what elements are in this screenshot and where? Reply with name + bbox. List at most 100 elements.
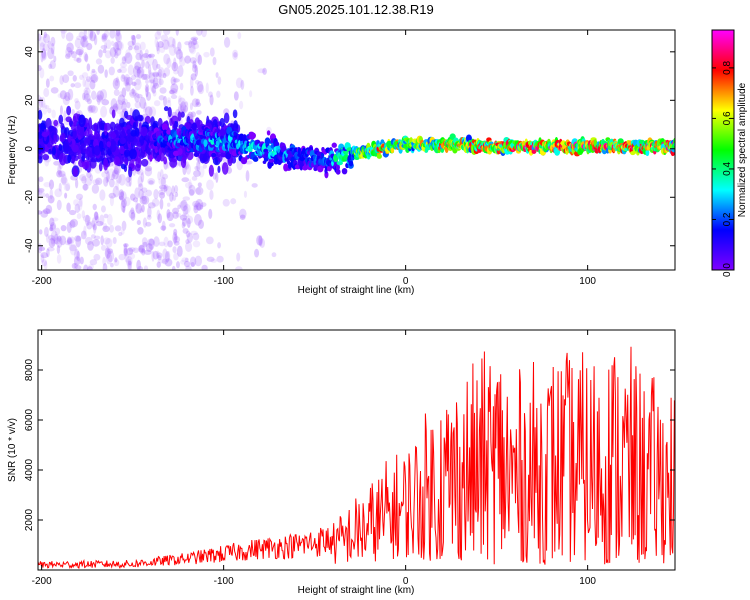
spectrogram-noise-blob (38, 246, 46, 252)
spectrogram-noise-blob (74, 235, 82, 242)
spectrogram-ridge-blob (177, 148, 183, 156)
spectrogram-noise-blob (56, 170, 63, 178)
spectrogram-noise-blob (162, 248, 168, 260)
colorbar-label: Normalized spectral amplitude (737, 82, 748, 217)
spectrogram-noise-blob (50, 239, 55, 245)
snr-frame (37, 329, 676, 571)
spectrogram-noise-blob (159, 45, 166, 54)
spectrogram-noise-blob (131, 88, 135, 95)
spectrogram-noise-blob (123, 196, 131, 207)
spectrogram-noise-blob (126, 247, 134, 256)
spectrogram-noise-blob (140, 172, 145, 183)
spectrogram-noise-blob (74, 82, 82, 89)
spectrogram-noise-blob (146, 53, 155, 66)
spectrogram-noise-blob (41, 259, 48, 267)
spectrogram-noise-blob (152, 58, 158, 71)
spectrogram-band-blob (128, 166, 133, 178)
spectrogram-noise-blob (145, 54, 153, 59)
spectrogram-ridge-blob (250, 132, 256, 139)
spectrogram-noise-blob (51, 109, 56, 119)
spectrogram-noise-blob (163, 53, 171, 65)
spectrogram-noise-blob (83, 225, 87, 236)
spectrogram-noise-blob (178, 51, 183, 63)
spectrogram-noise-blob (102, 256, 107, 266)
spectrogram-noise-blob (141, 204, 145, 213)
spectrogram-noise-blob (123, 243, 128, 256)
spectrogram-band-blob (58, 144, 63, 151)
spectrogram-noise-blob (108, 192, 116, 199)
spectrogram-noise-blob (196, 110, 202, 115)
spectrogram-band-blob (60, 132, 66, 142)
spectrogram-noise-blob (230, 198, 237, 205)
spectrogram-ytick-label: 20 (24, 94, 35, 106)
spectrogram-noise-blob (74, 98, 79, 104)
spectrogram-band-blob (77, 149, 82, 160)
spectrogram-noise-blob (156, 209, 161, 221)
spectrogram-band-blob (53, 119, 59, 127)
spectrogram-noise-blob (138, 183, 144, 191)
spectrogram-noise-blob (148, 72, 156, 84)
spectrogram-noise-blob (206, 256, 215, 262)
spectrogram-band-blob (152, 120, 159, 127)
spectrogram-noise-blob (190, 261, 195, 268)
spectrogram-band-blob (79, 125, 85, 139)
spectrogram-noise-blob (109, 47, 117, 58)
spectrogram-noise-blob (103, 237, 111, 245)
spectrogram-noise-blob (209, 47, 215, 57)
spectrogram-ridge-blob (348, 160, 354, 167)
spectrogram-noise-blob (113, 41, 119, 53)
spectrogram-noise-blob (141, 187, 148, 193)
spectrogram-noise-blob (41, 47, 46, 59)
spectrogram-band-blob (219, 117, 225, 128)
spectrogram-noise-blob (90, 70, 98, 76)
spectrogram-noise-blob (48, 179, 55, 190)
spectrogram-noise-blob (123, 248, 128, 257)
spectrogram-noise-blob (50, 235, 56, 246)
spectrogram-noise-blob (65, 182, 71, 192)
spectrogram-noise-blob (181, 221, 186, 229)
spectrogram-noise-blob (157, 68, 163, 78)
spectrogram-noise-blob (66, 42, 74, 53)
spectrogram-noise-blob (70, 83, 75, 88)
spectrogram-noise-blob (158, 191, 166, 199)
snr-ytick-label: 6000 (24, 408, 35, 431)
spectrogram-noise-blob (67, 50, 75, 55)
spectrogram-noise-blob (121, 56, 127, 65)
spectrogram-ridge-blob (154, 145, 159, 154)
spectrogram-noise-blob (168, 89, 175, 95)
spectrogram-noise-blob (43, 31, 47, 39)
snr-panel: -200 -100 0 100 2000 4000 6000 8000 Height of s… (7, 329, 676, 596)
spectrogram-noise-blob (82, 183, 89, 191)
spectrogram-noise-blob (233, 91, 239, 101)
spectrogram-noise-blob (135, 203, 143, 214)
spectrogram-noise-blob (80, 230, 87, 240)
spectrogram-noise-blob (130, 193, 136, 201)
spectrogram-noise-blob (92, 179, 100, 185)
spectrogram-noise-blob (158, 177, 166, 186)
spectrogram-noise-blob (49, 188, 53, 200)
spectrogram-noise-blob (86, 98, 92, 105)
spectrogram-noise-blob (130, 207, 135, 215)
spectrogram-noise-blob (101, 34, 107, 40)
spectrogram-noise-blob (188, 189, 195, 197)
spectrogram-noise-blob (145, 106, 153, 117)
spectrogram-noise-blob (195, 199, 204, 211)
spectrogram-noise-blob (113, 89, 120, 96)
spectrogram-noise-blob (106, 171, 110, 183)
spectrogram-ridge-blob (193, 152, 200, 158)
spectrogram-noise-blob (159, 184, 167, 190)
spectrogram-noise-blob (70, 218, 79, 228)
spectrogram-noise-blob (115, 30, 121, 37)
spectrogram-noise-blob (174, 191, 179, 198)
spectrogram-noise-blob (87, 241, 94, 251)
spectrogram-band-blob (217, 165, 221, 174)
spectrogram-noise-blob (148, 54, 152, 59)
spectrogram-ridge-blob (645, 149, 650, 157)
spectrogram-noise-blob (147, 206, 152, 218)
spectrogram-noise-blob (162, 72, 167, 79)
spectrogram-noise-blob (43, 87, 50, 98)
spectrogram-ridge-blob (191, 122, 197, 131)
spectrogram-noise-blob (110, 56, 115, 64)
spectrogram-noise-blob (85, 236, 93, 245)
spectrogram-noise-blob (67, 237, 73, 245)
